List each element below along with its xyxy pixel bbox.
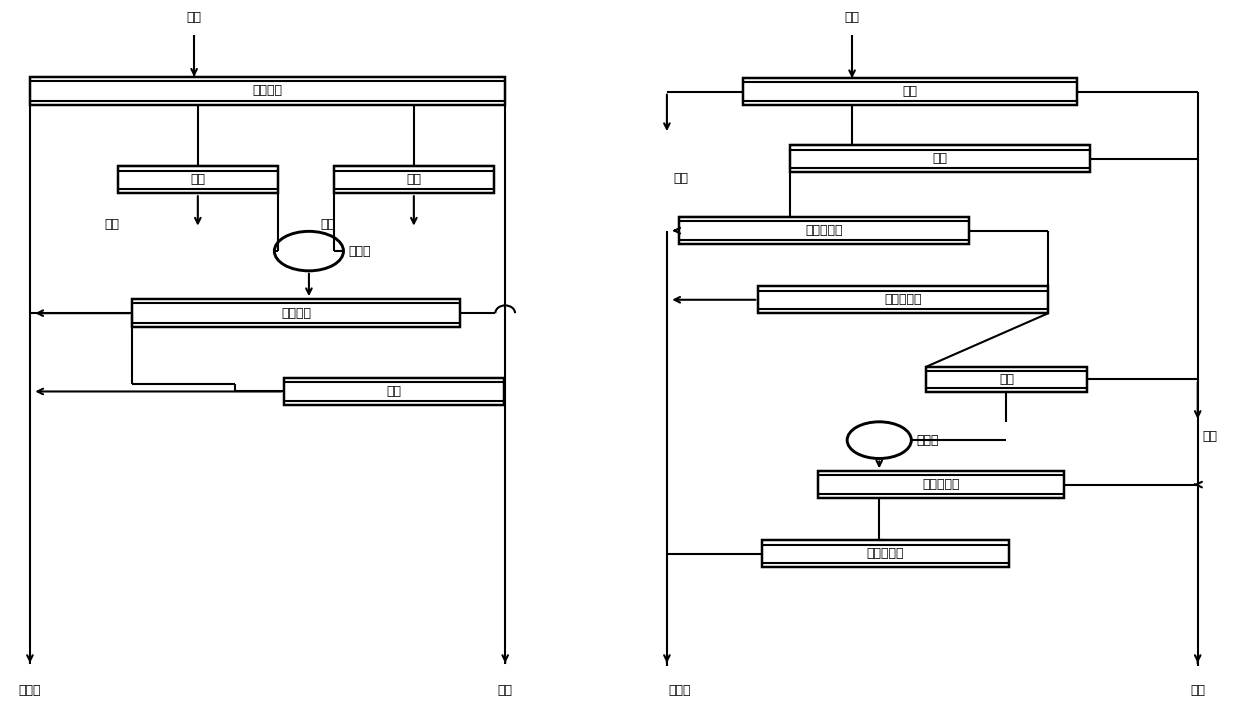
Text: 尾矿: 尾矿 [497, 683, 512, 697]
Bar [334, 166, 494, 193]
Bar [680, 218, 970, 244]
Bar [790, 145, 1090, 172]
Text: 浓缩: 浓缩 [999, 373, 1014, 386]
Bar [133, 299, 460, 327]
Text: 原矿: 原矿 [186, 11, 202, 24]
Bar [926, 367, 1086, 392]
Text: 二段摇床: 二段摇床 [281, 306, 311, 320]
Text: 浓缩: 浓缩 [407, 173, 422, 186]
Bar [744, 78, 1076, 105]
Text: 回水: 回水 [1203, 429, 1218, 442]
Text: 浓缩: 浓缩 [903, 85, 918, 98]
Text: 原矿: 原矿 [844, 11, 859, 24]
Text: 离心机精选: 离心机精选 [867, 547, 904, 560]
Text: 搨拌磨: 搨拌磨 [916, 434, 939, 447]
Bar [284, 378, 503, 405]
Text: 离心机扫选: 离心机扫选 [884, 293, 923, 306]
Text: 回水: 回水 [104, 218, 119, 231]
Text: 浮锡: 浮锡 [932, 152, 947, 165]
Text: 离心机粗选: 离心机粗选 [806, 224, 843, 237]
Text: 搨拌磨: 搨拌磨 [348, 245, 371, 257]
Text: 离心机脱泥: 离心机脱泥 [923, 478, 960, 491]
Text: 回水: 回水 [320, 218, 335, 231]
Text: 浮锡: 浮锡 [387, 385, 402, 398]
Bar [758, 287, 1048, 313]
Text: 浓缩: 浓缩 [190, 173, 206, 186]
Bar [118, 166, 278, 193]
Bar [30, 77, 505, 105]
Bar [761, 540, 1009, 567]
Text: 锡精矿: 锡精矿 [19, 683, 41, 697]
Text: 一段摇床: 一段摇床 [253, 85, 283, 97]
Text: 尾矿: 尾矿 [1190, 683, 1205, 697]
Text: 回水: 回水 [673, 172, 688, 185]
Bar [817, 471, 1064, 498]
Text: 锡精矿: 锡精矿 [668, 683, 691, 697]
